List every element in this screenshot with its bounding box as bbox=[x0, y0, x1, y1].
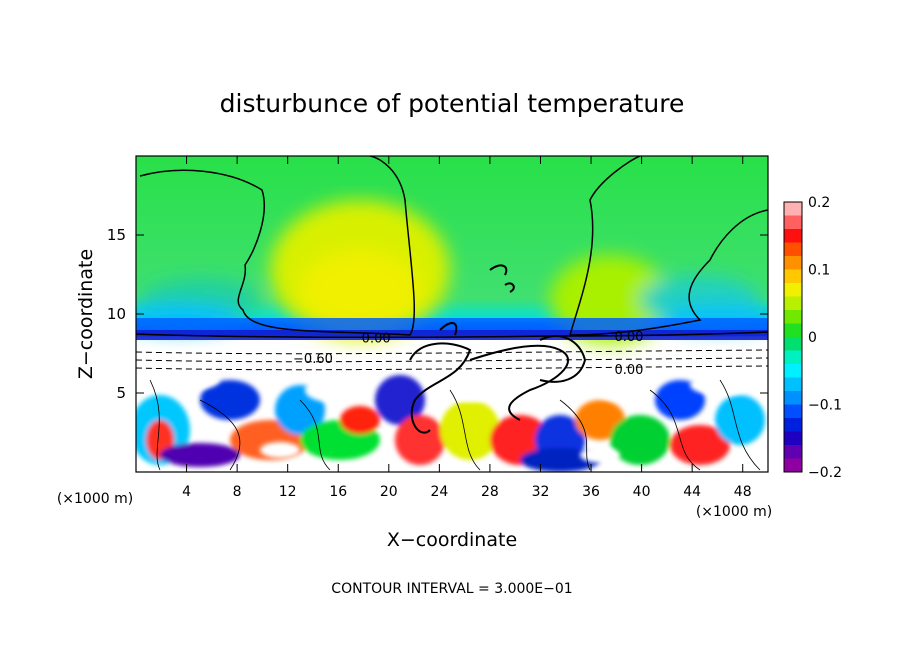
contour-label: 0.00 bbox=[614, 363, 643, 378]
colorbar-swatch bbox=[784, 391, 802, 405]
colorbar-swatch bbox=[784, 283, 802, 297]
x-tick-label: 4 bbox=[182, 484, 191, 500]
y-axis-label: Z−coordinate bbox=[75, 249, 97, 379]
colorbar-swatch bbox=[784, 242, 802, 257]
colorbar-swatch bbox=[784, 202, 802, 216]
x-tick-label: 36 bbox=[582, 484, 600, 500]
chart-title: disturbunce of potential temperature bbox=[220, 89, 685, 118]
x-tick-label: 40 bbox=[633, 484, 651, 500]
colorbar-swatch bbox=[784, 215, 802, 230]
colorbar-swatch bbox=[784, 229, 802, 243]
colorbar-swatch bbox=[784, 256, 802, 270]
contour-label: 0.00 bbox=[362, 331, 391, 346]
y-tick-label: 10 bbox=[107, 305, 126, 323]
contour-label: 0.00 bbox=[614, 330, 643, 345]
colorbar-swatch bbox=[784, 296, 802, 311]
colorbar-tick-label: 0 bbox=[808, 330, 817, 346]
colorbar-swatch bbox=[784, 445, 802, 459]
contour-labels: 0.00 −0.60 0.00 0.00 bbox=[293, 330, 643, 378]
colorbar-swatch bbox=[784, 350, 802, 365]
x-tick-label: 8 bbox=[233, 484, 242, 500]
colorbar-swatch bbox=[784, 418, 802, 432]
x-axis-unit-left: (×1000 m) bbox=[57, 491, 133, 507]
colorbar-frame bbox=[783, 201, 803, 473]
colorbar-swatch bbox=[784, 337, 802, 351]
x-tick-label: 12 bbox=[279, 484, 297, 500]
x-axis-unit-right: (×1000 m) bbox=[696, 504, 772, 520]
colorbar-swatch bbox=[784, 377, 802, 392]
colorbar-swatch bbox=[784, 269, 802, 284]
x-tick-label: 48 bbox=[734, 484, 752, 500]
x-axis: 4 8 12 16 20 24 28 32 36 40 44 48 bbox=[182, 156, 752, 500]
colorbar-swatch bbox=[784, 404, 802, 419]
contour-interval-note: CONTOUR INTERVAL = 3.000E−01 bbox=[331, 581, 572, 597]
y-axis: 5 10 15 bbox=[107, 226, 768, 402]
x-axis-label: X−coordinate bbox=[387, 529, 517, 551]
colorbar-tick-label: −0.1 bbox=[808, 398, 842, 414]
colorbar bbox=[783, 201, 803, 473]
colorbar-swatch bbox=[784, 431, 802, 446]
colorbar-tick-label: 0.1 bbox=[808, 263, 830, 279]
contour-label: −0.60 bbox=[293, 352, 333, 367]
y-tick-label: 15 bbox=[107, 226, 126, 244]
y-tick-label: 5 bbox=[116, 384, 126, 402]
colorbar-swatch bbox=[784, 323, 802, 338]
colorbar-swatch bbox=[784, 458, 802, 473]
x-tick-label: 16 bbox=[329, 484, 347, 500]
colorbar-swatch bbox=[784, 310, 802, 324]
colorbar-ticks: 0.2 0.1 0 −0.1 −0.2 bbox=[808, 195, 842, 481]
x-tick-label: 44 bbox=[683, 484, 701, 500]
x-tick-label: 24 bbox=[430, 484, 448, 500]
heatmap-field bbox=[136, 156, 768, 472]
colorbar-tick-label: 0.2 bbox=[808, 195, 830, 211]
x-tick-label: 32 bbox=[532, 484, 550, 500]
x-tick-label: 20 bbox=[380, 484, 398, 500]
colorbar-swatch bbox=[784, 364, 802, 378]
colorbar-tick-label: −0.2 bbox=[808, 465, 842, 481]
x-tick-label: 28 bbox=[481, 484, 499, 500]
